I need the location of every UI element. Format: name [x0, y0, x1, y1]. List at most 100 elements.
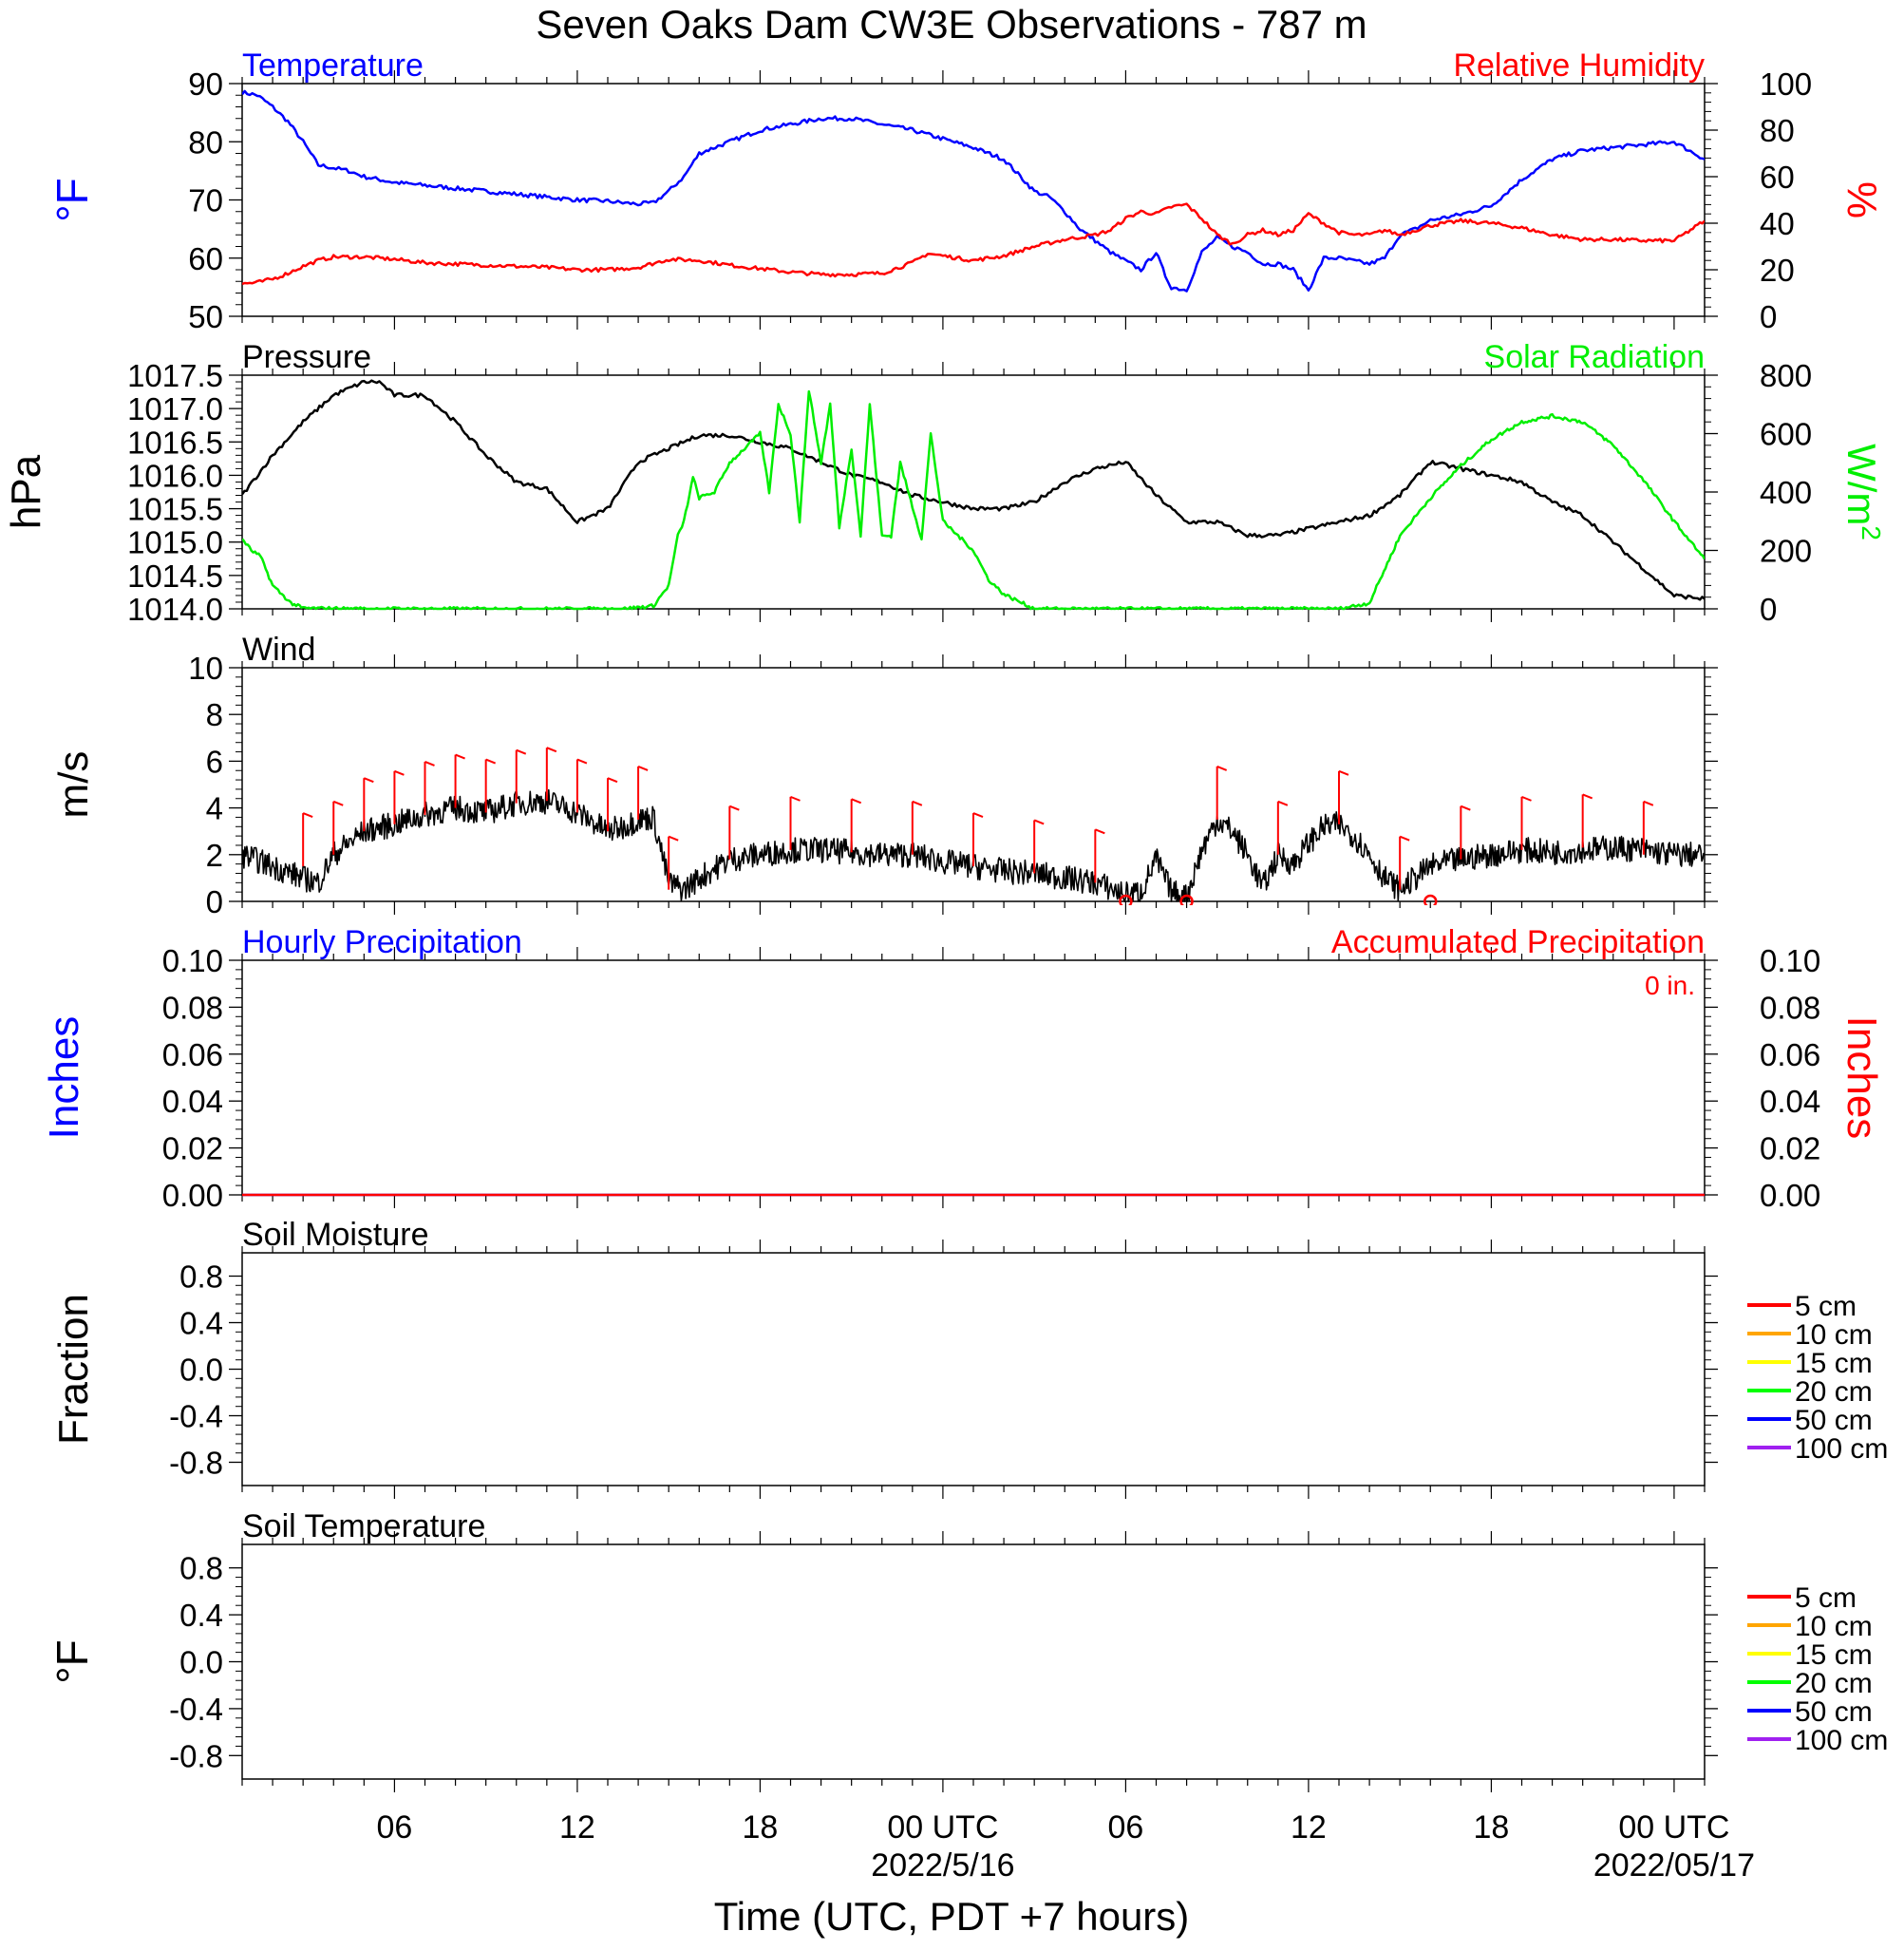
y-axis-label-left: °F — [47, 178, 97, 222]
legend-label: 20 cm — [1795, 1376, 1873, 1408]
y-tick-label-right: 0 — [1760, 592, 1777, 627]
y-tick-label-right: 0.04 — [1760, 1084, 1820, 1119]
y-tick-label-right: 0.00 — [1760, 1178, 1820, 1213]
temperature-line — [242, 89, 1705, 293]
x-tick-label: 00 UTC — [1618, 1809, 1729, 1846]
wind-barb-flag — [1643, 800, 1654, 806]
legend-label: 5 cm — [1795, 1291, 1857, 1322]
wind-barb-flag — [1582, 793, 1593, 800]
solar-radiation-line — [242, 389, 1705, 611]
wind-barb — [850, 798, 862, 853]
legend-label: 20 cm — [1795, 1668, 1873, 1699]
panel-left-title: Temperature — [242, 47, 424, 84]
wind-barb-flag — [790, 795, 801, 802]
wind-barb — [1276, 800, 1289, 855]
y-tick-label-right: 0 — [1760, 299, 1777, 334]
wind-barb — [972, 812, 984, 867]
x-tick-label: 18 — [1474, 1809, 1510, 1846]
x-tick-label: 12 — [559, 1809, 595, 1846]
legend-item: 100 cm — [1747, 1433, 1888, 1465]
wind-barb — [363, 777, 374, 832]
panel-right-title: Accumulated Precipitation — [1331, 924, 1705, 960]
y-tick-label-left: 1017.0 — [127, 391, 223, 426]
panel-frame — [241, 1252, 1706, 1486]
legend-item: 20 cm — [1747, 1668, 1873, 1699]
y-tick-label-left: 0.04 — [162, 1084, 223, 1119]
wind-barb-flag — [363, 777, 374, 784]
wind-barb — [575, 758, 588, 813]
y-tick-label-left: 90 — [188, 66, 223, 102]
wind-barb — [545, 747, 557, 802]
y-tick-label-right: 0.02 — [1760, 1131, 1820, 1166]
wind-barb — [637, 765, 649, 820]
wind-barb-flag — [485, 758, 497, 765]
wind-barb — [393, 769, 405, 824]
legend-item: 50 cm — [1747, 1696, 1873, 1728]
wind-barb-flag — [851, 798, 862, 805]
calm-wind-marker — [1179, 894, 1194, 905]
panel-frame — [241, 83, 1706, 317]
panel-series — [242, 89, 1705, 293]
y-axis-label-right-superscript: 2 — [1857, 525, 1887, 540]
wind-barb-flag — [424, 761, 435, 767]
wind-barb — [484, 758, 497, 813]
y-tick-label-right: 80 — [1760, 113, 1795, 148]
y-tick-label-left: 1014.5 — [127, 558, 223, 594]
legend-label: 15 cm — [1795, 1639, 1873, 1671]
y-tick-label-left: 0.06 — [162, 1037, 223, 1072]
wind-barb — [302, 812, 313, 867]
legend-item: 50 cm — [1747, 1405, 1873, 1436]
panel-series — [242, 747, 1705, 905]
wind-barb-flag — [1216, 765, 1228, 771]
legend-label: 50 cm — [1795, 1405, 1873, 1436]
wind-barb — [1094, 828, 1105, 883]
y-tick-label-left: 1016.5 — [127, 425, 223, 460]
legend-label: 100 cm — [1795, 1725, 1888, 1756]
y-tick-label-left: 0.8 — [179, 1551, 223, 1586]
wind-barb-flag — [607, 777, 618, 784]
legend-label: 10 cm — [1795, 1611, 1873, 1642]
y-tick-label-right: 0.08 — [1760, 990, 1820, 1025]
calm-wind-marker — [1119, 894, 1133, 905]
y-tick-label-left: -0.4 — [169, 1692, 223, 1727]
y-tick-label-right: 200 — [1760, 534, 1812, 569]
y-tick-label-right: 20 — [1760, 253, 1795, 288]
wind-barb-flag — [332, 800, 344, 806]
y-tick-label-right: 0.10 — [1760, 943, 1820, 978]
legend-label: 10 cm — [1795, 1319, 1873, 1351]
panel-left-title: Soil Temperature — [242, 1508, 485, 1544]
y-tick-label-left: 10 — [188, 651, 223, 686]
panel-right-title: Relative Humidity — [1453, 47, 1705, 84]
panel-precipitation: 0.00 0.02 0.04 0.06 0.08 0.10 0.00 0.02 0.04 0.06… — [41, 924, 1885, 1213]
wind-barb — [1460, 805, 1471, 860]
y-tick-label-left: 80 — [188, 124, 223, 160]
wind-barb — [515, 748, 527, 804]
y-tick-label-left: 0.00 — [162, 1178, 223, 1213]
legend-item: 15 cm — [1747, 1348, 1873, 1379]
panel-frame — [241, 374, 1706, 610]
panel-left-title: Soil Moisture — [242, 1217, 429, 1253]
panel-temperature-humidity: 50 60 70 80 90 0 20 40 60 80 100 Temperature Relativ… — [47, 47, 1885, 334]
pressure-line — [242, 379, 1705, 601]
wind-barb — [454, 753, 465, 808]
y-tick-label-left: 1014.0 — [127, 592, 223, 627]
y-tick-label-left: 60 — [188, 241, 223, 276]
wind-barb — [1033, 819, 1045, 874]
x-tick-label: 00 UTC — [887, 1809, 998, 1846]
panel-frame — [241, 1543, 1706, 1780]
wind-barb — [332, 800, 344, 855]
x-tick-label: 06 — [1108, 1809, 1144, 1846]
y-tick-label-left: 70 — [188, 183, 223, 218]
y-axis-label-left: Inches — [41, 1016, 87, 1140]
wind-barb-flag — [1460, 805, 1471, 811]
wind-barb-flag — [1033, 819, 1045, 825]
y-tick-label-right: 100 — [1760, 66, 1812, 102]
wind-barb — [1642, 800, 1654, 855]
y-tick-label-left: -0.4 — [169, 1399, 223, 1434]
y-tick-label-left: 0.08 — [162, 990, 223, 1025]
y-axis-label-right: Inches — [1838, 1016, 1885, 1140]
